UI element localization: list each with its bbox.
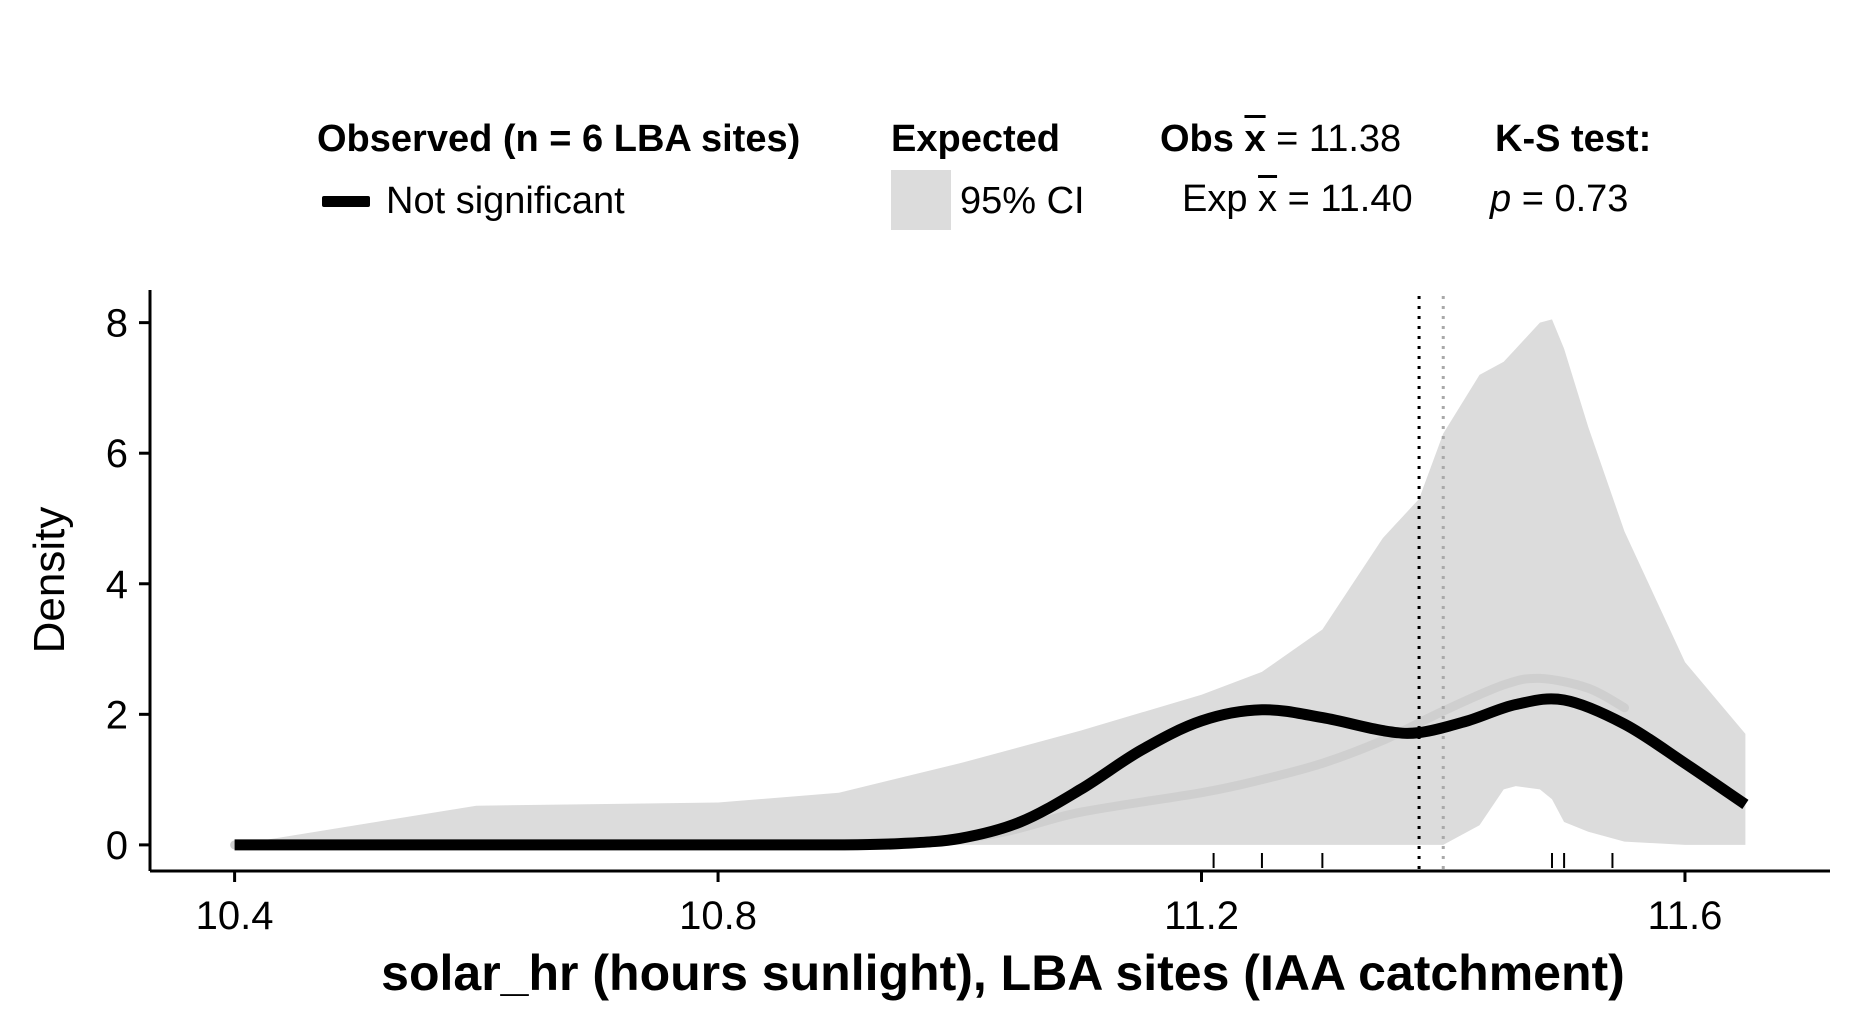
y-tick-label: 4 — [106, 563, 128, 607]
y-tick-label: 8 — [106, 302, 128, 346]
legend-obs-mean: Obs x = 11.38 — [1160, 120, 1401, 158]
legend-exp-mean: Exp x = 11.40 — [1182, 180, 1413, 218]
ks-p-symbol: p — [1490, 178, 1512, 220]
y-tick-label: 2 — [106, 693, 128, 737]
legend-ks-p: p = 0.73 — [1490, 180, 1628, 218]
x-tick-label: 11.6 — [1648, 894, 1723, 938]
y-tick-label: 6 — [106, 432, 128, 476]
ks-p-value: = 0.73 — [1521, 178, 1629, 220]
legend-ks-title: K-S test: — [1495, 118, 1652, 160]
legend-observed-title: Observed (n = 6 LBA sites) — [317, 118, 801, 160]
legend-expected-title: Expected — [891, 118, 1060, 160]
legend-expected-key-box — [891, 170, 951, 230]
exp-mean-label: Exp — [1182, 178, 1248, 220]
axis-ticks: 0 2 4 6 8 10.4 10.8 11.2 11.6 — [106, 302, 1723, 938]
y-axis-label: Density — [25, 507, 74, 654]
obs-mean-label: Obs — [1160, 118, 1234, 160]
exp-mean-value: = 11.40 — [1287, 178, 1413, 220]
x-tick-label: 10.4 — [196, 894, 274, 938]
x-tick-label: 11.2 — [1164, 894, 1239, 938]
legend: Observed (n = 6 LBA sites) Not significa… — [0, 112, 1860, 242]
obs-mean-value: = 11.38 — [1276, 118, 1402, 160]
legend-observed-key-label: Not significant — [386, 180, 625, 222]
expected-ci-band — [234, 319, 1746, 845]
y-tick-label: 0 — [106, 824, 128, 868]
observed-density-line — [234, 693, 1749, 851]
x-tick-label: 10.8 — [679, 894, 757, 938]
legend-expected-key-label: 95% CI — [960, 180, 1085, 222]
plot-area — [230, 296, 1749, 871]
legend-observed-key-line — [322, 196, 370, 207]
obs-mean-symbol: x — [1244, 118, 1266, 160]
exp-mean-symbol: x — [1258, 178, 1278, 220]
x-axis-label: solar_hr (hours sunlight), LBA sites (IA… — [381, 945, 1625, 1001]
